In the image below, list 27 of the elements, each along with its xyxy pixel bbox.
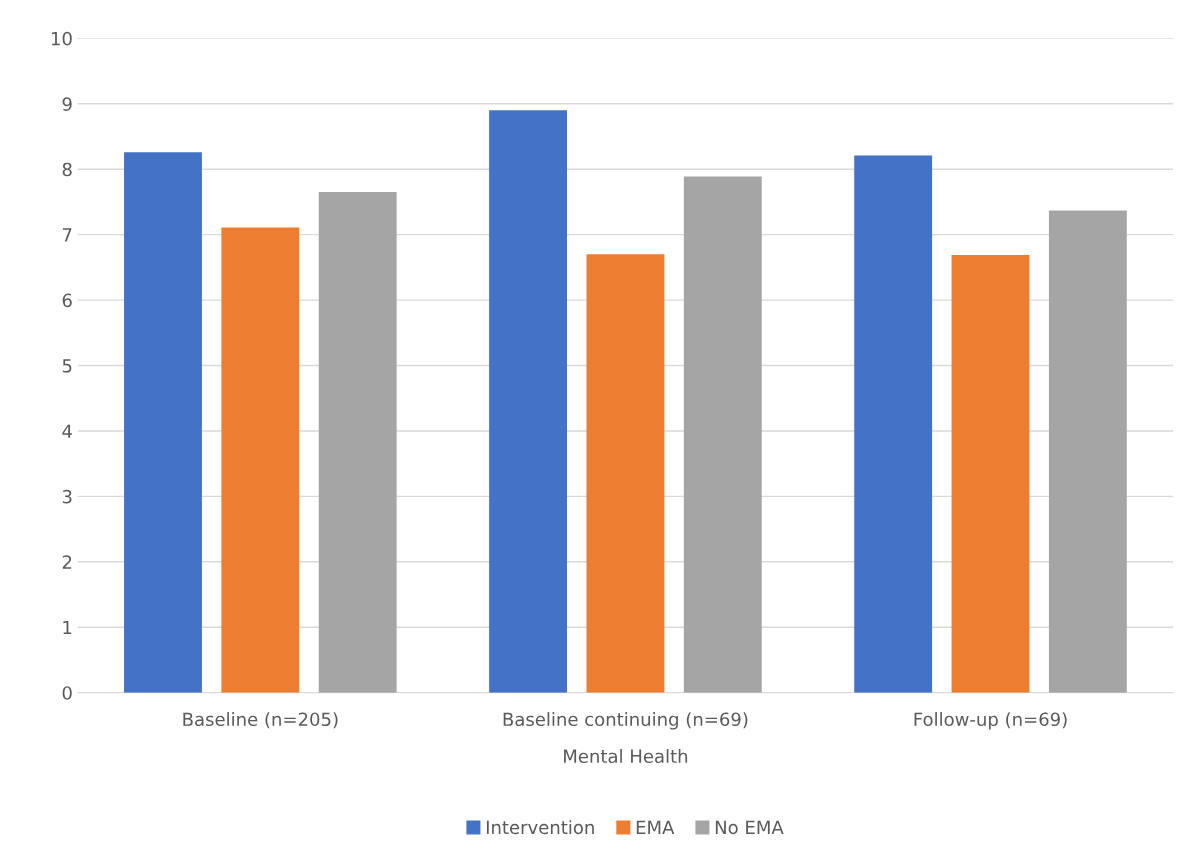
y-tick-label: 2 bbox=[62, 555, 72, 569]
y-tick-label: 1 bbox=[63, 620, 72, 635]
legend-label: No EMA bbox=[715, 820, 784, 835]
y-tick-label: 4 bbox=[62, 424, 72, 438]
bar bbox=[489, 110, 568, 693]
y-tick-label: 9 bbox=[62, 97, 72, 111]
y-tick-label: 3 bbox=[62, 489, 72, 504]
y-tick-label: 10 bbox=[51, 31, 72, 46]
bar bbox=[1048, 210, 1127, 693]
bar bbox=[221, 227, 300, 693]
bar bbox=[951, 254, 1030, 693]
legend-label: EMA bbox=[636, 820, 675, 834]
x-tick-label: Baseline (n=205) bbox=[183, 712, 338, 729]
x-tick-label: Follow-up (n=69) bbox=[914, 712, 1067, 730]
y-tick-label: 0 bbox=[62, 686, 72, 700]
y-tick-label: 7 bbox=[62, 228, 72, 242]
y-tick-label: 6 bbox=[62, 293, 72, 308]
bar bbox=[854, 155, 933, 693]
y-tick-label: 5 bbox=[62, 359, 72, 373]
legend-label: Intervention bbox=[486, 820, 594, 835]
x-axis-title: Mental Health bbox=[564, 749, 688, 764]
x-tick-label: Baseline continuing (n=69) bbox=[503, 712, 748, 730]
bar bbox=[318, 192, 397, 693]
bar bbox=[586, 254, 665, 693]
bar bbox=[683, 176, 762, 693]
y-tick-label: 8 bbox=[62, 162, 72, 177]
bar bbox=[124, 152, 202, 693]
